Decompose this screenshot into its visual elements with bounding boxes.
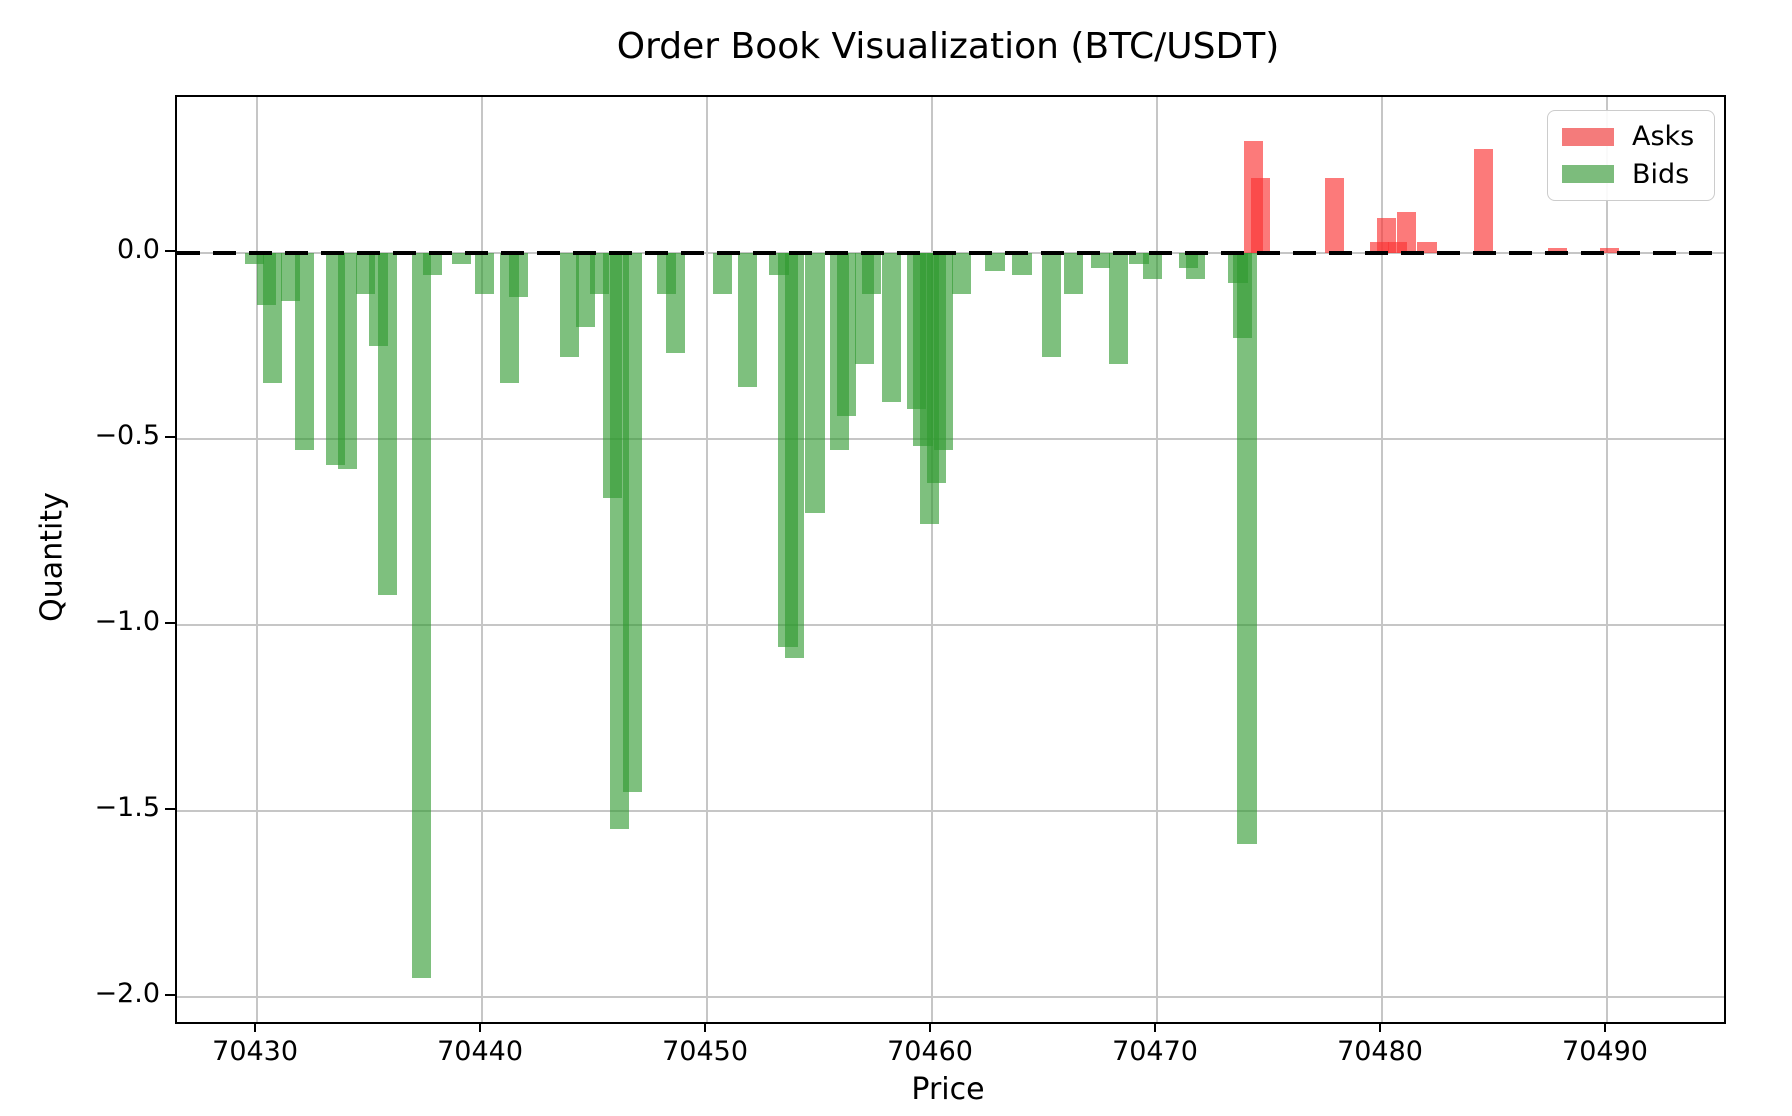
bid-bar	[452, 252, 472, 264]
bid-bar	[1091, 252, 1111, 268]
y-tick-mark	[165, 807, 175, 810]
ask-bar	[1397, 211, 1417, 253]
asks-legend-swatch	[1562, 127, 1614, 146]
y-tick-label: 0.0	[117, 233, 160, 265]
bid-bar	[713, 252, 733, 294]
ask-bar	[1325, 178, 1345, 253]
bid-bar	[423, 252, 443, 276]
y-tick-mark	[165, 993, 175, 996]
bid-bar	[1109, 252, 1129, 365]
bid-bar	[861, 252, 881, 294]
bids-legend-swatch	[1562, 165, 1614, 184]
y-gridline	[177, 809, 1724, 812]
x-gridline	[1606, 97, 1608, 1022]
x-tick-mark	[929, 1022, 932, 1032]
x-tick-mark	[1379, 1022, 1382, 1032]
y-tick-label: −2.0	[94, 977, 160, 1009]
plot-area	[175, 95, 1726, 1024]
bid-bar	[1142, 252, 1163, 279]
bid-bar	[508, 252, 528, 298]
x-tick-label: 70490	[1562, 1036, 1648, 1067]
ask-bar	[1250, 178, 1271, 253]
x-tick-mark	[1604, 1022, 1606, 1032]
legend-item-bids: Bids	[1562, 159, 1700, 190]
asks-legend-label: Asks	[1632, 121, 1695, 153]
x-tick-label: 70470	[1112, 1036, 1198, 1067]
bid-bar	[738, 252, 758, 387]
y-axis-label: Quantity	[34, 492, 70, 622]
x-tick-mark	[1154, 1022, 1157, 1032]
y-tick-label: −1.5	[94, 791, 160, 823]
x-tick-label: 70450	[662, 1036, 749, 1067]
bid-bar	[1237, 252, 1257, 845]
y-tick-mark	[165, 621, 175, 624]
bid-bar	[1185, 252, 1205, 279]
bid-bar	[411, 252, 431, 979]
bid-bar	[474, 252, 494, 294]
ask-bar	[1473, 148, 1493, 253]
x-gridline	[931, 97, 933, 1022]
bid-bar	[1041, 252, 1061, 357]
bid-bar	[1064, 252, 1084, 294]
x-gridline	[706, 97, 708, 1022]
y-gridline	[177, 995, 1724, 998]
bid-bar	[245, 252, 265, 264]
y-tick-mark	[165, 249, 175, 252]
bid-bar	[985, 252, 1005, 272]
x-tick-label: 70430	[212, 1036, 299, 1067]
chart-title: Order Book Visualization (BTC/USDT)	[616, 26, 1280, 67]
bid-bar	[933, 252, 953, 450]
bid-bar	[785, 252, 805, 659]
bid-bar	[1012, 252, 1032, 276]
bid-bar	[881, 252, 902, 402]
bid-bar	[263, 252, 283, 383]
x-tick-mark	[254, 1022, 257, 1032]
y-tick-mark	[165, 435, 175, 438]
x-axis-label: Price	[911, 1072, 985, 1107]
y-tick-label: −0.5	[94, 419, 160, 451]
x-gridline	[256, 97, 258, 1022]
legend-item-asks: Asks	[1562, 121, 1700, 152]
ask-bar	[1417, 241, 1437, 253]
bid-bar	[1129, 252, 1149, 264]
x-tick-label: 70460	[887, 1036, 973, 1067]
x-tick-mark	[704, 1022, 707, 1032]
x-gridline	[1156, 97, 1158, 1022]
bid-bar	[560, 252, 580, 357]
x-tick-mark	[479, 1022, 482, 1032]
bid-bar	[836, 252, 857, 417]
bid-bar	[666, 252, 686, 354]
bid-bar	[805, 252, 825, 514]
x-tick-label: 70480	[1337, 1036, 1423, 1067]
bid-bar	[951, 252, 971, 294]
bids-legend-label: Bids	[1632, 158, 1690, 190]
legend: Asks Bids	[1547, 110, 1715, 201]
ask-bar	[1547, 248, 1568, 253]
x-gridline	[1381, 97, 1383, 1022]
bid-bar	[623, 252, 643, 793]
bid-bar	[337, 252, 357, 469]
ask-bar	[1599, 248, 1619, 253]
bid-bar	[294, 252, 314, 450]
x-tick-label: 70440	[437, 1036, 524, 1067]
zero-line	[177, 251, 1724, 255]
x-gridline	[481, 97, 483, 1022]
y-gridline	[177, 623, 1724, 626]
bid-bar	[378, 252, 398, 595]
y-tick-label: −1.0	[94, 605, 160, 637]
